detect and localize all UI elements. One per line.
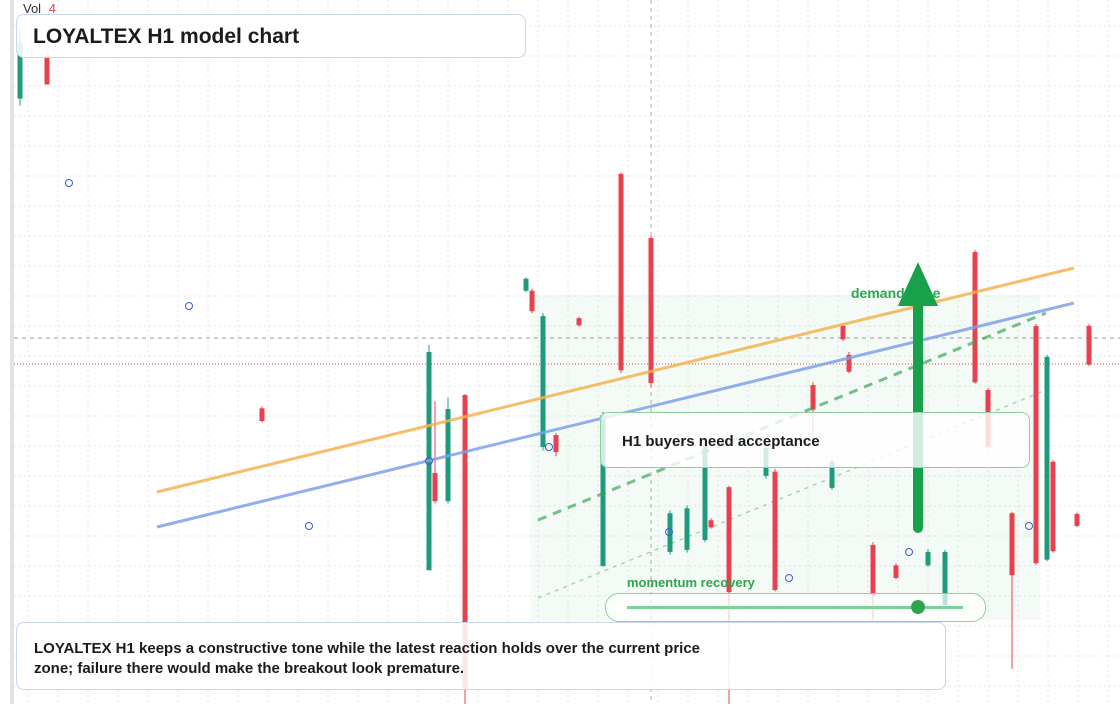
candle-body <box>1033 325 1039 564</box>
candle-body <box>1050 461 1056 552</box>
candles <box>17 28 1092 704</box>
callout-text: H1 buyers need acceptance <box>622 433 820 450</box>
candle-body <box>529 290 535 312</box>
candle-body <box>259 408 265 421</box>
momentum-label: momentum recovery <box>627 575 755 590</box>
candle-body <box>772 471 778 590</box>
candle-body <box>44 56 50 85</box>
candle-body <box>972 252 978 383</box>
trend-lower <box>537 389 1047 599</box>
candle-body <box>810 385 816 410</box>
vol-value: 4 <box>48 1 56 16</box>
candle-body <box>667 513 673 552</box>
candle-body <box>840 325 846 340</box>
candle-body <box>1009 513 1015 576</box>
candle-body <box>600 415 606 567</box>
arrow-head <box>898 262 938 306</box>
candle-body <box>829 461 835 488</box>
title: LOYALTEX H1 model chart <box>33 25 300 48</box>
candle-body <box>432 473 438 502</box>
callout: H1 buyers need acceptance <box>600 412 1030 468</box>
candle-body <box>17 42 23 99</box>
candle-body <box>553 435 559 452</box>
left-edge <box>10 0 14 704</box>
candle-body <box>708 520 714 528</box>
candle-body <box>870 544 876 595</box>
caption: LOYALTEX H1 keeps a constructive tone wh… <box>34 640 701 677</box>
momentum-slider <box>605 593 986 622</box>
markers <box>65 179 1033 582</box>
candle-body <box>648 237 654 383</box>
slider-knob <box>911 600 925 614</box>
slider-track <box>627 606 963 609</box>
candle-body <box>846 354 852 372</box>
candle-body <box>702 446 708 540</box>
candle-body <box>576 318 582 326</box>
candle-body <box>618 173 624 371</box>
vol-label: Vol <box>23 1 42 16</box>
title-box: LOYALTEX H1 model chart <box>16 14 526 58</box>
candle-body <box>462 394 468 690</box>
candle-body <box>1074 513 1080 526</box>
candle-body <box>1086 325 1092 365</box>
candle-body <box>893 565 899 578</box>
candle-body <box>1044 356 1050 560</box>
grid <box>14 0 1120 704</box>
candle-body <box>942 551 948 605</box>
candle-body <box>684 508 690 550</box>
vol-row: Vol 4 <box>23 1 56 16</box>
candle-body <box>925 551 931 566</box>
candle-body <box>540 316 546 448</box>
caption-box: LOYALTEX H1 keeps a constructive tone wh… <box>16 622 946 690</box>
candle-body <box>726 487 732 593</box>
candle-body <box>523 278 529 291</box>
